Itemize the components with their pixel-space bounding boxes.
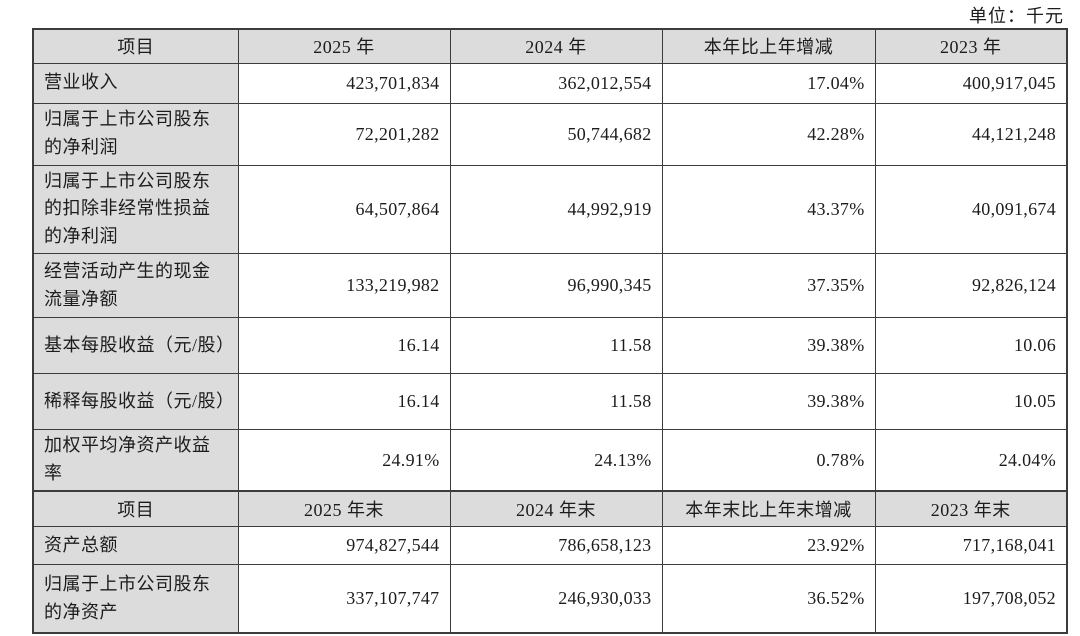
value-cell: 11.58 [449,317,663,375]
value-cell: 10.06 [874,317,1068,375]
row-label-cell: 归属于上市公司股东的净利润 [32,102,239,166]
table-row-basic-eps: 基本每股收益（元/股） 16.14 11.58 39.38% 10.06 [32,317,1068,375]
table-row-revenue: 营业收入 423,701,834 362,012,554 17.04% 400,… [32,62,1068,104]
value-cell: 974,827,544 [237,526,451,566]
value-cell: 50,744,682 [449,102,663,166]
value-cell: 24.13% [449,429,663,492]
value-cell: 16.14 [237,373,451,431]
value-cell: 10.05 [874,373,1068,431]
table-row-total-assets: 资产总额 974,827,544 786,658,123 23.92% 717,… [32,526,1068,566]
table-row-weighted-roe: 加权平均净资产收益率 24.91% 24.13% 0.78% 24.04% [32,429,1068,492]
table-row-net-assets: 归属于上市公司股东的净资产 337,107,747 246,930,033 36… [32,564,1068,634]
annual-header-row: 项目 2025 年 2024 年 本年比上年增减 2023 年 [32,28,1068,64]
table-row-net-profit-deducted: 归属于上市公司股东的扣除非经常性损益的净利润 64,507,864 44,992… [32,164,1068,255]
value-cell: 39.38% [661,373,876,431]
value-cell: 44,121,248 [874,102,1068,166]
header-cell-change: 本年比上年增减 [661,28,876,64]
value-cell: 400,917,045 [874,62,1068,104]
value-cell: 362,012,554 [449,62,663,104]
value-cell: 0.78% [661,429,876,492]
header-cell-2023: 2023 年 [874,28,1068,64]
value-cell: 786,658,123 [449,526,663,566]
value-cell: 717,168,041 [874,526,1068,566]
table-row-net-profit: 归属于上市公司股东的净利润 72,201,282 50,744,682 42.2… [32,102,1068,166]
header-cell-item: 项目 [32,489,239,528]
value-cell: 23.92% [661,526,876,566]
row-label-cell: 稀释每股收益（元/股） [32,373,239,431]
value-cell: 24.91% [237,429,451,492]
row-label-cell: 营业收入 [32,62,239,104]
row-label-cell: 经营活动产生的现金流量净额 [32,253,239,319]
row-label-cell: 资产总额 [32,526,239,566]
value-cell: 16.14 [237,317,451,375]
header-cell-2025-end: 2025 年末 [237,489,451,528]
row-label-cell: 基本每股收益（元/股） [32,317,239,375]
value-cell: 42.28% [661,102,876,166]
value-cell: 37.35% [661,253,876,319]
row-label-cell: 归属于上市公司股东的净资产 [32,564,239,634]
value-cell: 133,219,982 [237,253,451,319]
value-cell: 43.37% [661,164,876,255]
row-label-cell: 归属于上市公司股东的扣除非经常性损益的净利润 [32,164,239,255]
value-cell: 96,990,345 [449,253,663,319]
header-cell-2023-end: 2023 年末 [874,489,1068,528]
value-cell: 64,507,864 [237,164,451,255]
value-cell: 17.04% [661,62,876,104]
value-cell: 92,826,124 [874,253,1068,319]
value-cell: 24.04% [874,429,1068,492]
value-cell: 246,930,033 [449,564,663,634]
value-cell: 44,992,919 [449,164,663,255]
table-row-operating-cash-flow: 经营活动产生的现金流量净额 133,219,982 96,990,345 37.… [32,253,1068,319]
value-cell: 36.52% [661,564,876,634]
header-cell-item: 项目 [32,28,239,64]
period-end-header-row: 项目 2025 年末 2024 年末 本年末比上年末增减 2023 年末 [32,489,1068,528]
header-cell-2024-end: 2024 年末 [449,489,663,528]
value-cell: 40,091,674 [874,164,1068,255]
row-label-cell: 加权平均净资产收益率 [32,429,239,492]
value-cell: 337,107,747 [237,564,451,634]
header-cell-2025: 2025 年 [237,28,451,64]
value-cell: 423,701,834 [237,62,451,104]
header-cell-2024: 2024 年 [449,28,663,64]
financial-summary-table: 项目 2025 年 2024 年 本年比上年增减 2023 年 营业收入 423… [32,28,1068,634]
table-row-diluted-eps: 稀释每股收益（元/股） 16.14 11.58 39.38% 10.05 [32,373,1068,431]
header-cell-end-change: 本年末比上年末增减 [661,489,876,528]
value-cell: 197,708,052 [874,564,1068,634]
value-cell: 11.58 [449,373,663,431]
unit-label: 单位：千元 [969,6,1064,26]
value-cell: 72,201,282 [237,102,451,166]
value-cell: 39.38% [661,317,876,375]
